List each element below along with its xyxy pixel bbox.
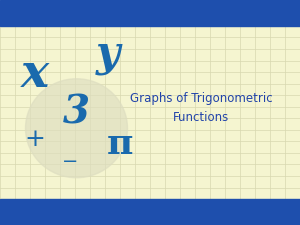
Bar [0, 0, 300, 26]
Bar [0, 199, 300, 225]
Ellipse shape [26, 79, 127, 178]
Text: π: π [107, 127, 133, 161]
Text: +: + [24, 128, 45, 151]
Text: y: y [96, 33, 120, 75]
Text: x: x [20, 51, 49, 97]
Text: −: − [62, 153, 79, 171]
Text: Graphs of Trigonometric
Functions: Graphs of Trigonometric Functions [130, 92, 272, 124]
Text: 3: 3 [63, 94, 90, 131]
